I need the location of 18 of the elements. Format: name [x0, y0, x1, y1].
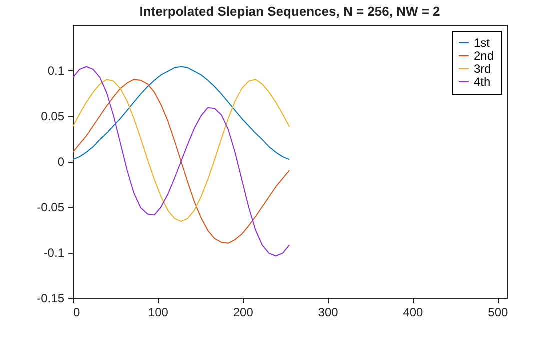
- y-tick-label: -0.15: [37, 292, 65, 306]
- y-tick-label: 0.1: [48, 64, 65, 78]
- y-tick-label: 0.05: [41, 110, 65, 124]
- x-tick-label: 500: [488, 306, 508, 320]
- x-tick-label: 200: [233, 306, 254, 320]
- legend-label: 2nd: [474, 49, 494, 63]
- legend-label: 3rd: [474, 62, 492, 76]
- y-tick-label: -0.05: [37, 200, 65, 214]
- x-tick-label: 400: [403, 306, 424, 320]
- legend-label: 1st: [474, 36, 491, 50]
- y-tick-label: 0: [58, 155, 65, 169]
- legend-label: 4th: [474, 75, 491, 89]
- x-tick-label: 100: [148, 306, 169, 320]
- line-series: [73, 66, 290, 160]
- chart-title: Interpolated Slepian Sequences, N = 256, NW = 2: [140, 4, 440, 19]
- x-tick-label: 300: [318, 306, 339, 320]
- x-tick-label: 0: [74, 306, 80, 320]
- y-tick-label: -0.1: [44, 246, 65, 260]
